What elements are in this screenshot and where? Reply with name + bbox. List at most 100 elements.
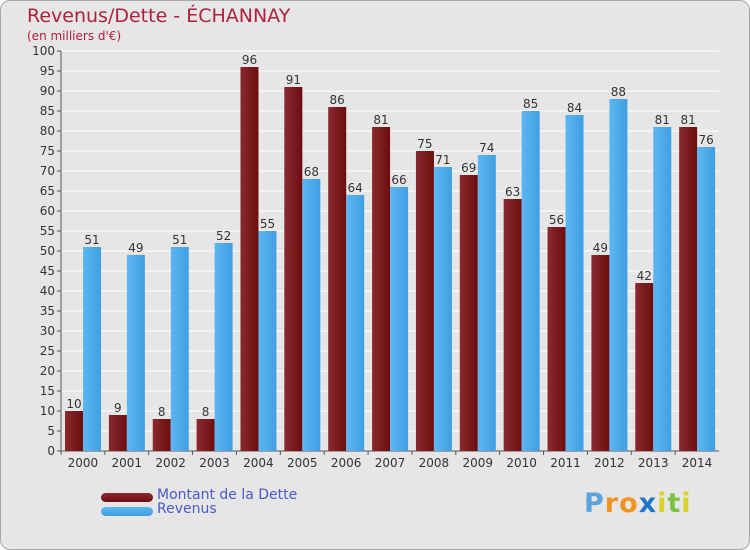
y-tick-label: 100 <box>32 44 55 58</box>
legend-label-debt: Montant de la Dette <box>157 487 298 503</box>
bar-revenue-2000 <box>83 247 101 451</box>
data-label-debt-2004: 96 <box>242 53 257 67</box>
data-label-revenue-2003: 52 <box>216 229 231 243</box>
y-tick-label: 65 <box>40 184 55 198</box>
bar-revenue-2007 <box>390 187 409 451</box>
logo-letter: i <box>681 488 692 519</box>
data-label-revenue-2014: 76 <box>698 133 713 147</box>
y-tick-label: 45 <box>40 264 55 278</box>
y-tick-label: 35 <box>40 304 55 318</box>
bar-revenue-2014 <box>697 147 716 451</box>
y-tick-label: 55 <box>40 224 55 238</box>
y-tick-label: 80 <box>40 124 55 138</box>
x-tick-label: 2001 <box>112 456 143 470</box>
data-label-revenue-2000: 51 <box>84 233 99 247</box>
y-tick-label: 90 <box>40 84 55 98</box>
bar-revenue-2006 <box>346 195 365 451</box>
y-tick-label: 30 <box>40 324 55 338</box>
bar-debt-2013 <box>635 283 654 451</box>
bar-revenue-2005 <box>302 179 321 451</box>
bar-debt-2001 <box>108 415 127 451</box>
data-label-debt-2008: 75 <box>417 137 432 151</box>
x-tick-label: 2004 <box>243 456 274 470</box>
y-tick-label: 50 <box>40 244 55 258</box>
bar-revenue-2009 <box>477 155 496 451</box>
logo-letter: r <box>604 488 620 519</box>
data-label-debt-2010: 63 <box>505 185 520 199</box>
y-tick-label: 40 <box>40 284 55 298</box>
data-label-revenue-2006: 64 <box>348 181 363 195</box>
logo-letter: x <box>638 488 658 519</box>
bar-revenue-2003 <box>214 243 233 451</box>
x-tick-label: 2003 <box>199 456 230 470</box>
data-label-revenue-2008: 71 <box>435 153 450 167</box>
y-tick-label: 60 <box>40 204 55 218</box>
y-tick-label: 95 <box>40 64 55 78</box>
y-tick-label: 25 <box>40 344 55 358</box>
bar-debt-2005 <box>284 87 303 451</box>
y-tick-label: 0 <box>47 444 55 458</box>
x-tick-label: 2010 <box>506 456 537 470</box>
y-tick-label: 70 <box>40 164 55 178</box>
y-tick-label: 15 <box>40 384 55 398</box>
data-label-debt-2002: 8 <box>158 405 166 419</box>
x-tick-label: 2011 <box>550 456 581 470</box>
data-label-debt-2001: 9 <box>114 401 122 415</box>
y-tick-label: 20 <box>40 364 55 378</box>
logo-letter: o <box>619 488 639 519</box>
x-tick-label: 2002 <box>155 456 186 470</box>
data-label-revenue-2005: 68 <box>304 165 319 179</box>
chart-subtitle: (en milliers d'€) <box>27 29 122 43</box>
bar-debt-2006 <box>328 107 347 451</box>
legend-swatch-revenue <box>101 507 153 516</box>
data-label-debt-2011: 56 <box>549 213 564 227</box>
bar-revenue-2002 <box>170 247 189 451</box>
legend-label-revenue: Revenus <box>157 501 217 517</box>
bar-debt-2003 <box>196 419 215 451</box>
data-label-debt-2012: 49 <box>593 241 608 255</box>
bar-debt-2011 <box>547 227 566 451</box>
x-tick-label: 2007 <box>375 456 406 470</box>
bar-revenue-2013 <box>653 127 672 451</box>
x-tick-label: 2006 <box>331 456 362 470</box>
data-label-revenue-2007: 66 <box>391 173 406 187</box>
bar-revenue-2012 <box>609 99 628 451</box>
data-label-debt-2014: 81 <box>680 113 695 127</box>
logo-letter: P <box>584 488 605 519</box>
logo-letter: t <box>667 488 682 519</box>
data-label-revenue-2009: 74 <box>479 141 494 155</box>
bar-debt-2002 <box>152 419 171 451</box>
data-label-debt-2007: 81 <box>373 113 388 127</box>
x-tick-label: 2012 <box>594 456 625 470</box>
x-tick-label: 2009 <box>462 456 493 470</box>
bar-debt-2010 <box>503 199 522 451</box>
data-label-debt-2003: 8 <box>202 405 210 419</box>
data-label-revenue-2002: 51 <box>172 233 187 247</box>
chart-title: Revenus/Dette - ÉCHANNAY <box>27 5 291 27</box>
x-tick-label: 2000 <box>68 456 99 470</box>
data-label-revenue-2012: 88 <box>611 85 626 99</box>
legend-swatch-debt <box>101 493 153 502</box>
bar-debt-2007 <box>372 127 391 451</box>
data-label-revenue-2001: 49 <box>128 241 143 255</box>
bar-debt-2014 <box>679 127 698 451</box>
bar-revenue-2011 <box>565 115 584 451</box>
data-label-revenue-2013: 81 <box>655 113 670 127</box>
data-label-debt-2006: 86 <box>330 93 345 107</box>
x-tick-label: 2014 <box>682 456 713 470</box>
bar-debt-2009 <box>459 175 478 451</box>
bar-debt-2012 <box>591 255 610 451</box>
data-label-debt-2000: 10 <box>66 397 81 411</box>
data-label-debt-2009: 69 <box>461 161 476 175</box>
data-label-revenue-2004: 55 <box>260 217 275 231</box>
bar-debt-2004 <box>240 67 259 451</box>
data-label-debt-2013: 42 <box>637 269 652 283</box>
x-tick-label: 2013 <box>638 456 669 470</box>
data-label-revenue-2010: 85 <box>523 97 538 111</box>
bar-debt-2000 <box>65 411 83 451</box>
y-tick-label: 5 <box>47 424 55 438</box>
y-tick-label: 10 <box>40 404 55 418</box>
x-tick-label: 2008 <box>419 456 450 470</box>
